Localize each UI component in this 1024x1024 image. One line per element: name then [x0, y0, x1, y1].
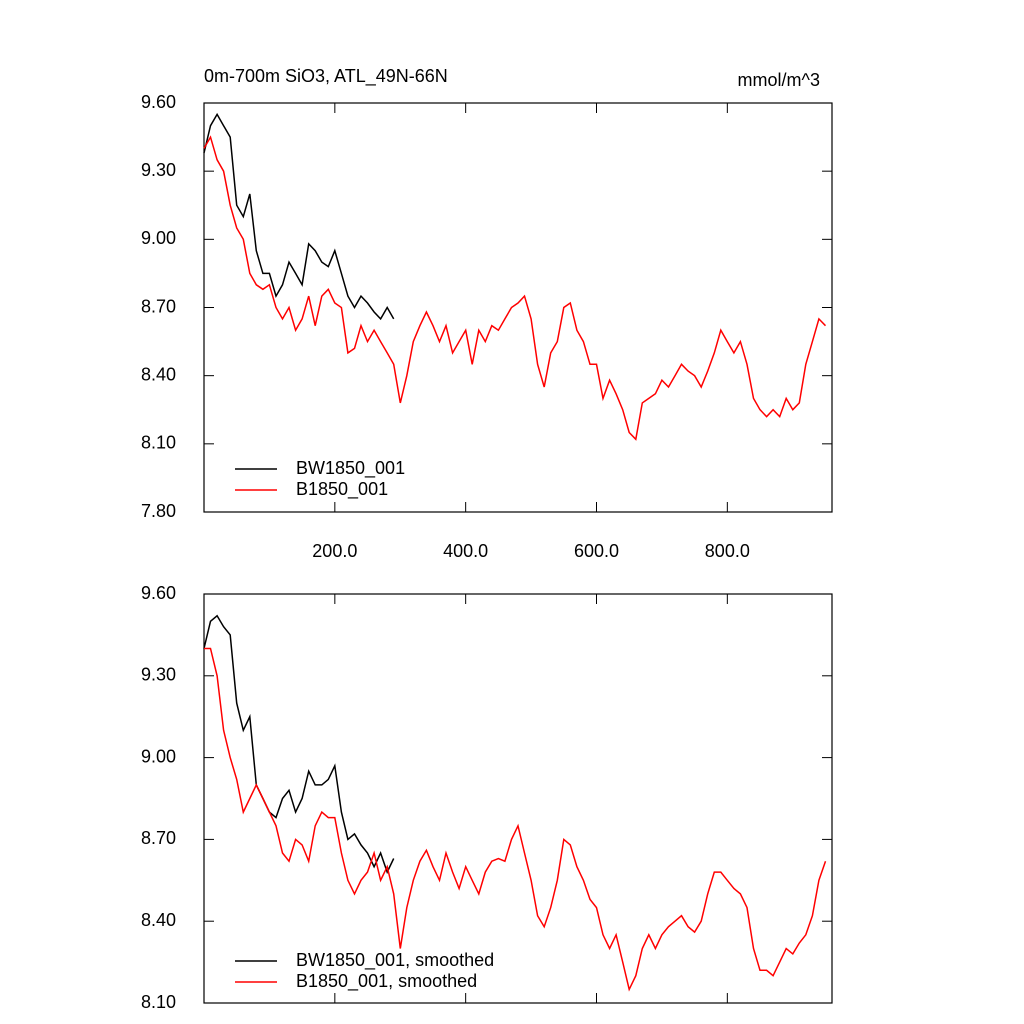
y-tick-label: 9.60 [141, 92, 176, 112]
y-tick-label: 9.30 [141, 665, 176, 685]
legend-label: BW1850_001, smoothed [296, 950, 494, 971]
series-line [203, 614, 395, 875]
x-tick-label: 800.0 [705, 541, 750, 561]
series-line [204, 647, 827, 992]
legend-label: B1850_001, smoothed [296, 971, 477, 992]
x-tick-label: 600.0 [574, 541, 619, 561]
y-tick-label: 9.00 [141, 228, 176, 248]
plot-frame [203, 593, 833, 1004]
legend-label: BW1850_001 [296, 458, 405, 479]
y-tick-label: 9.00 [141, 746, 176, 766]
chart-title: 0m-700m SiO3, ATL_49N-66N [204, 66, 448, 87]
units-label: mmol/m^3 [738, 70, 820, 90]
y-tick-label: 8.70 [141, 828, 176, 848]
x-tick-label: 400.0 [443, 541, 488, 561]
y-tick-label: 9.60 [141, 583, 176, 603]
legend-label: B1850_001 [296, 479, 388, 500]
series-line [203, 112, 395, 321]
y-tick-label: 8.40 [141, 910, 176, 930]
x-tick-label: 200.0 [312, 541, 357, 561]
y-tick-label: 7.80 [141, 501, 176, 521]
y-tick-label: 9.30 [141, 160, 176, 180]
y-tick-label: 8.40 [141, 364, 176, 384]
y-tick-label: 8.70 [141, 296, 176, 316]
plot-frame [203, 102, 833, 513]
series-line [203, 135, 827, 441]
y-tick-label: 8.10 [141, 433, 176, 453]
y-tick-label: 8.10 [141, 992, 176, 1012]
